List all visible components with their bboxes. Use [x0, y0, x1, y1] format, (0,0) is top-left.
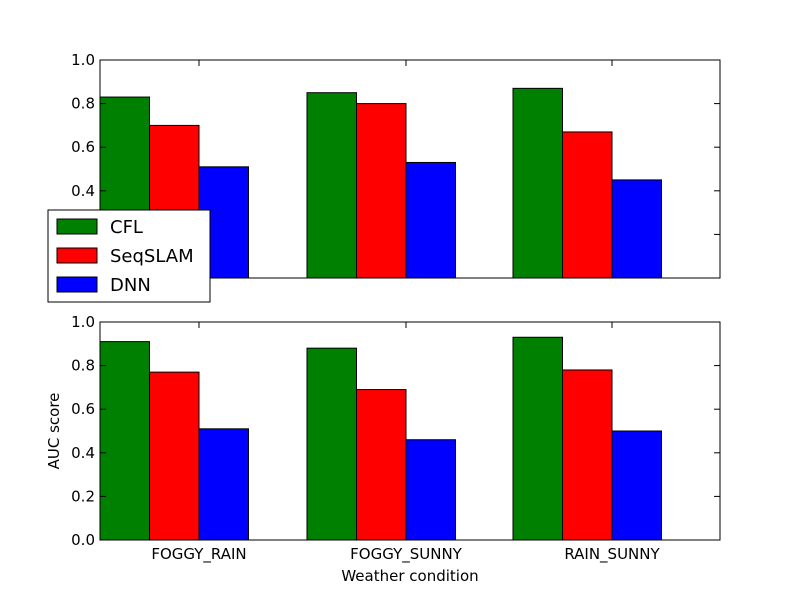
bar-dnn-rain_sunny — [611, 179, 662, 279]
bar-dnn-foggy_sunny — [405, 439, 456, 541]
legend-label-dnn: DNN — [110, 275, 151, 296]
legend-swatch-seqslam — [56, 247, 98, 264]
legend: CFL SeqSLAM DNN — [47, 209, 211, 303]
bar-seqslam-foggy_rain — [149, 371, 200, 541]
y-tick-label: 1.0 — [71, 313, 95, 331]
bar-cfl-foggy_sunny — [306, 92, 357, 279]
y-tick-label: 0.0 — [71, 531, 95, 549]
y-tick-label: 1.0 — [71, 51, 95, 69]
legend-swatch-dnn — [56, 276, 98, 293]
bar-cfl-rain_sunny — [512, 336, 563, 541]
subplot-1: 0.4 0.6 0.8 1.0 CFL SeqSLAM DNN — [47, 51, 721, 303]
bar-cfl-rain_sunny — [512, 87, 563, 279]
y-tick-label: 0.8 — [71, 95, 95, 113]
y-tick-label: 0.6 — [71, 400, 95, 418]
bar-seqslam-rain_sunny — [562, 131, 613, 279]
bar-dnn-foggy_rain — [198, 428, 249, 541]
bar-seqslam-rain_sunny — [562, 369, 613, 541]
x-tick-label: FOGGY_RAIN — [151, 545, 246, 564]
y-tick-label: 0.6 — [71, 138, 95, 156]
x-tick-label: RAIN_SUNNY — [564, 545, 660, 564]
bar-cfl-foggy_rain — [99, 341, 150, 541]
legend-label-cfl: CFL — [110, 217, 143, 238]
y-tick-label: 0.4 — [71, 182, 95, 200]
bar-dnn-foggy_sunny — [405, 161, 456, 279]
y-tick-label: 0.2 — [71, 487, 95, 505]
axes-frame — [99, 321, 721, 541]
legend-swatch-cfl — [56, 218, 98, 235]
bar-cfl-foggy_sunny — [306, 347, 357, 541]
bar-seqslam-foggy_sunny — [356, 103, 407, 279]
bar-seqslam-foggy_sunny — [356, 389, 407, 541]
legend-label-seqslam: SeqSLAM — [110, 246, 194, 267]
x-axis-label: Weather condition — [341, 567, 478, 585]
y-tick-label: 0.4 — [71, 444, 95, 462]
x-tick-label: FOGGY_SUNNY — [350, 545, 463, 564]
axes-frame — [99, 59, 721, 279]
subplot-2: 0.0 0.2 0.4 0.6 0.8 1.0 FOGGY_RAIN FOGGY_SUNNY R… — [45, 313, 721, 585]
bar-dnn-rain_sunny — [611, 430, 662, 541]
y-axis-label: AUC score — [45, 393, 63, 470]
y-tick-label: 0.8 — [71, 357, 95, 375]
